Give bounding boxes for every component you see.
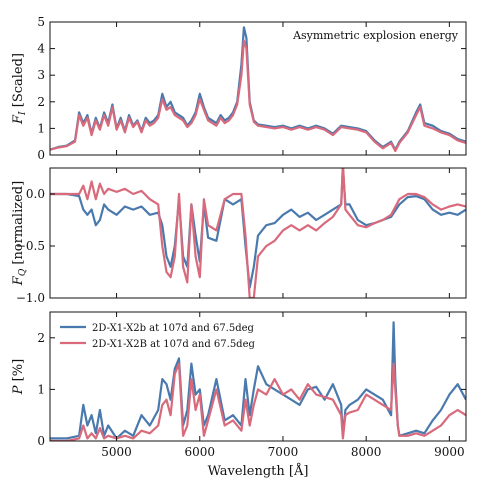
legend-label: 2D-X1-X2b at 107d and 67.5deg <box>92 323 255 334</box>
y-tick-label: 4 <box>37 42 45 56</box>
legend: 2D-X1-X2b at 107d and 67.5deg 2D-X1-X2B a… <box>60 323 255 350</box>
plot-frame <box>49 21 467 156</box>
x-tick-label: 5000 <box>101 445 132 459</box>
y-tick-label: 2 <box>37 95 45 109</box>
y-tick-label: 0.0 <box>26 187 45 201</box>
x-tick-label: 7000 <box>268 445 299 459</box>
y-tick-label: 0 <box>37 148 45 162</box>
plot-frame <box>49 311 467 442</box>
legend-label: 2D-X1-X2B at 107d and 67.5deg <box>92 339 255 350</box>
x-tick-label: 8000 <box>351 445 382 459</box>
series-line-2 <box>50 362 466 441</box>
series-line-2 <box>50 39 466 153</box>
y-tick-label: 0 <box>37 434 45 448</box>
y-tick-label: −1.0 <box>16 291 45 305</box>
x-axis-label: Wavelength [Å] <box>208 463 309 479</box>
x-tick-label: 6000 <box>184 445 215 459</box>
series-line-2 <box>50 168 466 298</box>
series-line-1 <box>50 321 466 440</box>
y-tick-label: 1 <box>37 382 45 396</box>
panel-top: 0 1 2 3 4 5 FI [Scaled] Asymmetric explosion en… <box>11 15 467 162</box>
series-line-1 <box>50 26 466 151</box>
y-tick-label: 5 <box>37 15 45 29</box>
x-tick-label: 9000 <box>434 445 465 459</box>
panel-middle: 0.0 −0.5 −1.0 FQ [normalized] <box>11 167 467 305</box>
panel-bottom: 0 1 2 5000 6000 7000 8000 9000 P [%] Wavelength [… <box>11 311 467 479</box>
y-tick-label: 3 <box>37 68 45 82</box>
y-tick-label: −0.5 <box>16 239 45 253</box>
panel-annotation: Asymmetric explosion energy <box>292 29 459 42</box>
y-axis-label: FI [Scaled] <box>11 53 28 125</box>
y-tick-label: 2 <box>37 331 45 345</box>
y-axis-label: P [%] <box>11 359 26 395</box>
series-line-1 <box>50 168 466 289</box>
plot-frame <box>49 167 467 299</box>
y-axis-label: FQ [normalized] <box>11 181 28 286</box>
y-tick-label: 1 <box>37 121 45 135</box>
